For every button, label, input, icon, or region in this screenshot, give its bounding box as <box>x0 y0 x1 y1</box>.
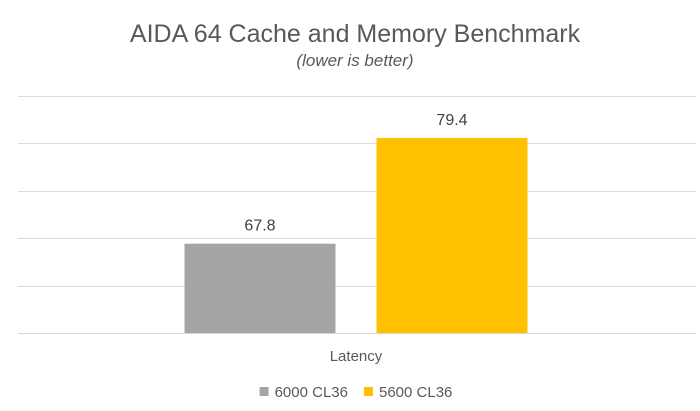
legend-swatch-1 <box>259 387 269 396</box>
legend: 6000 CL36 5600 CL36 <box>259 384 452 401</box>
data-label-2: 79.4 <box>436 112 467 129</box>
legend-label-1: 6000 CL36 <box>275 384 348 401</box>
chart-title: AIDA 64 Cache and Memory Benchmark <box>130 20 581 48</box>
data-label-1: 67.8 <box>244 218 275 235</box>
chart-subtitle: (lower is better) <box>296 51 413 70</box>
bar-2 <box>376 137 528 333</box>
data-labels: 67.8 79.4 <box>244 112 467 235</box>
bar-1 <box>184 243 336 333</box>
legend-swatch-2 <box>364 387 373 396</box>
bars <box>184 137 528 333</box>
category-label: Latency <box>330 348 383 365</box>
legend-label-2: 5600 CL36 <box>379 384 452 401</box>
gridlines <box>18 96 696 334</box>
